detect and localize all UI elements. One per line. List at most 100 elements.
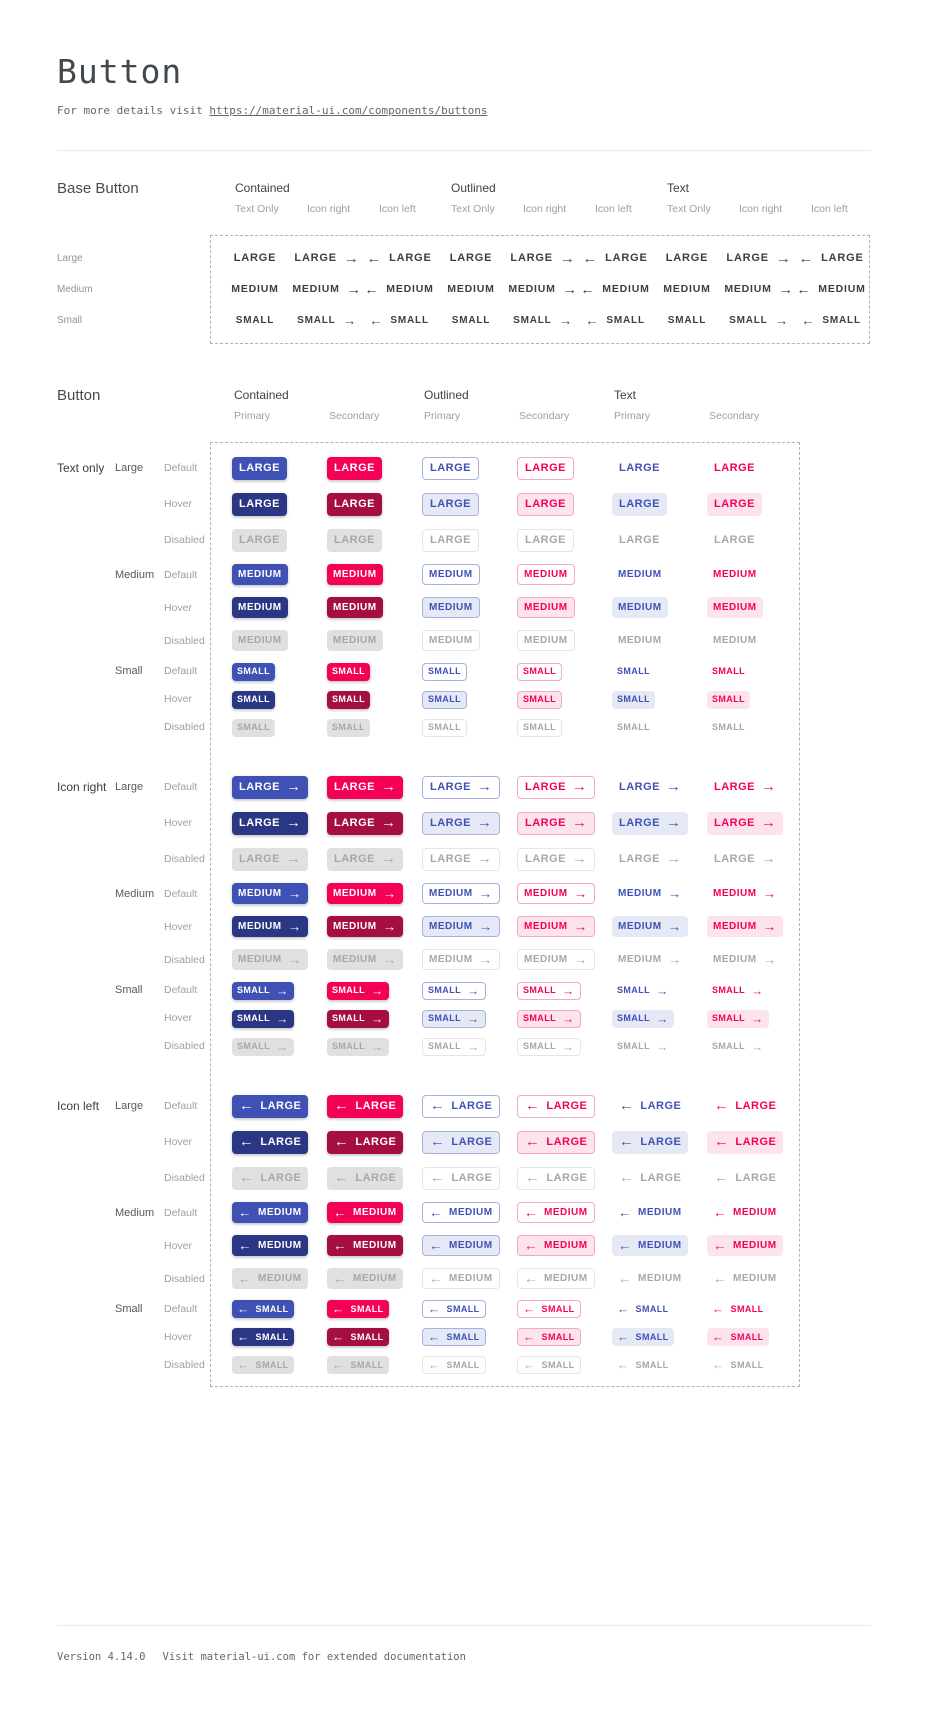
contained-secondary-medium-hover-button[interactable]: MEDIUM →	[327, 916, 403, 938]
outlined-secondary-small-default-button[interactable]: SMALL	[517, 662, 562, 681]
text-primary-large-default-button[interactable]: ← LARGE	[612, 1095, 688, 1118]
outlined-secondary-small-default-button[interactable]: SMALL →	[517, 981, 581, 1000]
outlined-primary-large-hover-button[interactable]: ← LARGE	[422, 1130, 501, 1154]
outlined-secondary-medium-default-button[interactable]: ← MEDIUM	[517, 1202, 595, 1223]
base-contained-icon-left-small-button[interactable]: ← SMALL	[369, 312, 429, 328]
base-text-icon-left-small-button[interactable]: ← SMALL	[801, 312, 861, 328]
contained-secondary-large-hover-button[interactable]: LARGE →	[327, 811, 404, 835]
text-primary-medium-default-button[interactable]: MEDIUM	[612, 564, 668, 585]
base-contained-icon-left-large-button[interactable]: ← LARGE	[366, 250, 432, 267]
outlined-secondary-large-default-button[interactable]: ← LARGE	[517, 1094, 596, 1118]
base-contained-text-only-medium-button[interactable]: MEDIUM	[231, 284, 278, 295]
text-secondary-small-default-button[interactable]: ← SMALL	[707, 1300, 769, 1318]
text-secondary-medium-default-button[interactable]: MEDIUM	[707, 564, 763, 585]
outlined-primary-small-default-button[interactable]: SMALL →	[422, 981, 486, 1000]
contained-secondary-small-default-button[interactable]: SMALL	[327, 662, 370, 681]
outlined-primary-medium-hover-button[interactable]: MEDIUM →	[422, 916, 500, 938]
text-primary-medium-default-button[interactable]: ← MEDIUM	[612, 1202, 688, 1223]
text-secondary-small-default-button[interactable]: SMALL	[707, 663, 750, 681]
text-primary-large-default-button[interactable]: LARGE →	[612, 776, 688, 799]
text-primary-small-default-button[interactable]: SMALL →	[612, 982, 674, 1000]
outlined-primary-medium-hover-button[interactable]: ← MEDIUM	[422, 1235, 500, 1256]
contained-primary-large-hover-button[interactable]: ← LARGE	[232, 1130, 309, 1154]
base-contained-icon-right-small-button[interactable]: SMALL →	[297, 312, 357, 328]
outlined-primary-large-hover-button[interactable]: LARGE →	[422, 811, 501, 835]
contained-primary-small-default-button[interactable]: ← SMALL	[232, 1300, 294, 1318]
base-contained-text-only-large-button[interactable]: LARGE	[234, 253, 277, 264]
contained-primary-small-hover-button[interactable]: ← SMALL	[232, 1328, 294, 1346]
text-primary-medium-default-button[interactable]: MEDIUM →	[612, 883, 688, 904]
outlined-secondary-large-hover-button[interactable]: LARGE	[517, 492, 574, 516]
base-outlined-icon-left-small-button[interactable]: ← SMALL	[585, 312, 645, 328]
text-secondary-small-hover-button[interactable]: ← SMALL	[707, 1328, 769, 1346]
contained-secondary-medium-default-button[interactable]: MEDIUM	[327, 564, 383, 586]
base-text-text-only-small-button[interactable]: SMALL	[668, 315, 706, 326]
text-primary-medium-hover-button[interactable]: MEDIUM	[612, 597, 668, 619]
outlined-secondary-small-hover-button[interactable]: SMALL →	[517, 1009, 581, 1028]
outlined-secondary-large-hover-button[interactable]: LARGE →	[517, 811, 596, 835]
text-primary-large-hover-button[interactable]: LARGE →	[612, 811, 689, 835]
contained-secondary-large-hover-button[interactable]: LARGE	[327, 492, 382, 516]
contained-secondary-small-hover-button[interactable]: ← SMALL	[327, 1328, 389, 1346]
outlined-primary-small-default-button[interactable]: ← SMALL	[422, 1300, 486, 1318]
outlined-primary-large-hover-button[interactable]: LARGE	[422, 492, 479, 516]
contained-secondary-medium-hover-button[interactable]: ← MEDIUM	[327, 1235, 403, 1256]
contained-secondary-small-hover-button[interactable]: SMALL →	[327, 1009, 389, 1028]
text-secondary-small-hover-button[interactable]: SMALL	[707, 690, 750, 709]
base-outlined-icon-left-medium-button[interactable]: ← MEDIUM	[580, 281, 650, 298]
outlined-secondary-large-hover-button[interactable]: ← LARGE	[517, 1130, 596, 1154]
text-primary-large-hover-button[interactable]: ← LARGE	[612, 1130, 689, 1154]
base-text-icon-right-medium-button[interactable]: MEDIUM →	[724, 281, 794, 298]
base-outlined-text-only-small-button[interactable]: SMALL	[452, 315, 490, 326]
text-primary-small-default-button[interactable]: ← SMALL	[612, 1300, 674, 1318]
contained-secondary-medium-default-button[interactable]: ← MEDIUM	[327, 1202, 403, 1223]
base-outlined-icon-right-large-button[interactable]: LARGE →	[510, 250, 576, 267]
contained-secondary-medium-default-button[interactable]: MEDIUM →	[327, 883, 403, 905]
base-outlined-text-only-large-button[interactable]: LARGE	[450, 253, 493, 264]
base-contained-icon-right-medium-button[interactable]: MEDIUM →	[292, 281, 362, 298]
contained-secondary-medium-hover-button[interactable]: MEDIUM	[327, 597, 383, 619]
text-primary-medium-hover-button[interactable]: ← MEDIUM	[612, 1235, 688, 1256]
contained-primary-large-default-button[interactable]: LARGE	[232, 456, 287, 480]
text-secondary-large-default-button[interactable]: LARGE →	[707, 776, 783, 799]
docs-link[interactable]: https://material-ui.com/components/butto…	[209, 104, 488, 117]
base-outlined-icon-left-large-button[interactable]: ← LARGE	[582, 250, 648, 267]
contained-primary-small-hover-button[interactable]: SMALL →	[232, 1009, 294, 1028]
outlined-primary-medium-default-button[interactable]: MEDIUM →	[422, 883, 500, 905]
outlined-secondary-large-default-button[interactable]: LARGE →	[517, 775, 596, 799]
text-secondary-small-hover-button[interactable]: SMALL →	[707, 1009, 769, 1028]
text-primary-large-default-button[interactable]: LARGE	[612, 457, 667, 480]
base-text-icon-right-small-button[interactable]: SMALL →	[729, 312, 789, 328]
contained-primary-small-default-button[interactable]: SMALL	[232, 662, 275, 681]
contained-primary-medium-hover-button[interactable]: MEDIUM →	[232, 916, 308, 938]
contained-primary-medium-hover-button[interactable]: MEDIUM	[232, 597, 288, 619]
contained-secondary-large-hover-button[interactable]: ← LARGE	[327, 1130, 404, 1154]
outlined-secondary-large-default-button[interactable]: LARGE	[517, 456, 574, 480]
outlined-primary-small-default-button[interactable]: SMALL	[422, 662, 467, 681]
base-text-text-only-large-button[interactable]: LARGE	[666, 253, 709, 264]
base-text-icon-right-large-button[interactable]: LARGE →	[726, 250, 792, 267]
text-secondary-medium-hover-button[interactable]: MEDIUM	[707, 597, 763, 619]
base-contained-icon-left-medium-button[interactable]: ← MEDIUM	[364, 281, 434, 298]
base-text-text-only-medium-button[interactable]: MEDIUM	[663, 284, 710, 295]
text-secondary-medium-hover-button[interactable]: ← MEDIUM	[707, 1235, 783, 1256]
contained-primary-medium-default-button[interactable]: MEDIUM →	[232, 883, 308, 905]
contained-primary-large-hover-button[interactable]: LARGE	[232, 492, 287, 516]
contained-primary-large-hover-button[interactable]: LARGE →	[232, 811, 309, 835]
base-outlined-text-only-medium-button[interactable]: MEDIUM	[447, 284, 494, 295]
outlined-primary-medium-hover-button[interactable]: MEDIUM	[422, 597, 480, 619]
outlined-secondary-medium-hover-button[interactable]: MEDIUM	[517, 597, 575, 619]
outlined-primary-medium-default-button[interactable]: ← MEDIUM	[422, 1202, 500, 1223]
base-contained-text-only-small-button[interactable]: SMALL	[236, 315, 274, 326]
text-secondary-medium-hover-button[interactable]: MEDIUM →	[707, 916, 783, 938]
outlined-primary-large-default-button[interactable]: LARGE →	[422, 775, 501, 799]
text-secondary-medium-default-button[interactable]: MEDIUM →	[707, 883, 783, 904]
base-contained-icon-right-large-button[interactable]: LARGE →	[294, 250, 360, 267]
contained-secondary-small-default-button[interactable]: ← SMALL	[327, 1300, 389, 1318]
outlined-secondary-medium-default-button[interactable]: MEDIUM	[517, 564, 575, 586]
outlined-primary-large-default-button[interactable]: ← LARGE	[422, 1094, 501, 1118]
outlined-primary-small-hover-button[interactable]: SMALL →	[422, 1009, 486, 1028]
base-text-icon-left-large-button[interactable]: ← LARGE	[798, 250, 864, 267]
text-primary-small-default-button[interactable]: SMALL	[612, 663, 655, 681]
base-text-icon-left-medium-button[interactable]: ← MEDIUM	[796, 281, 866, 298]
